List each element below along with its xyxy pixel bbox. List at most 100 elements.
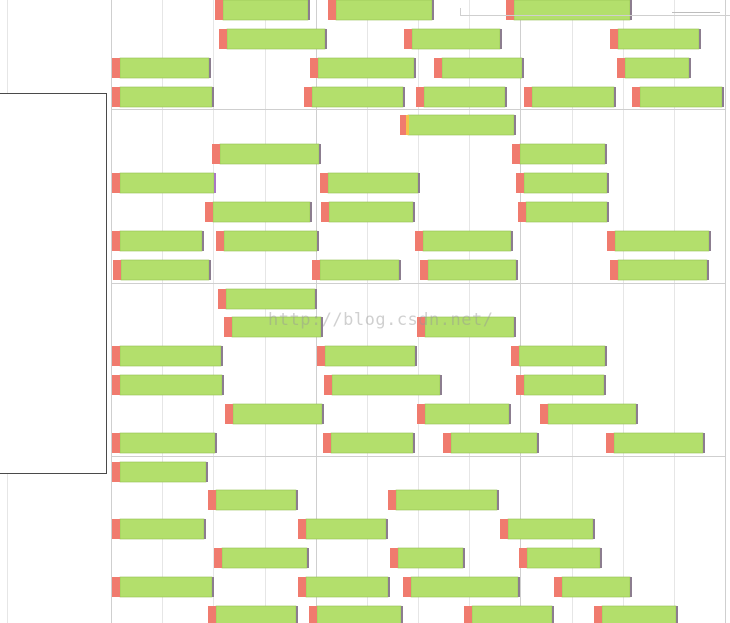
- bar: [317, 345, 417, 367]
- bar-main-segment: [335, 0, 433, 21]
- bar-end-segment: [399, 260, 401, 280]
- bar-start-segment: [113, 260, 121, 280]
- bar-main-segment: [525, 201, 608, 223]
- bar-start-segment: [594, 606, 602, 623]
- bar-end-segment: [325, 29, 327, 49]
- bar: [215, 0, 310, 21]
- bar-end-segment: [386, 519, 388, 539]
- bar-start-segment: [404, 29, 412, 49]
- bar-end-segment: [413, 433, 415, 453]
- bar-end-segment: [522, 58, 524, 78]
- bar: [632, 86, 724, 108]
- bar: [112, 518, 206, 540]
- bar-start-segment: [320, 173, 328, 193]
- bar-start-segment: [617, 58, 625, 78]
- bar: [554, 576, 632, 598]
- bar-end-segment: [388, 577, 390, 597]
- bar: [304, 86, 405, 108]
- bar-end-segment: [202, 231, 204, 251]
- bar: [212, 143, 321, 165]
- bar-end-segment: [212, 577, 214, 597]
- bar-end-segment: [322, 404, 324, 424]
- bar: [218, 288, 317, 310]
- bar-main-segment: [519, 143, 606, 165]
- bar-start-segment: [112, 577, 120, 597]
- bar-main-segment: [119, 374, 223, 396]
- bar-end-segment: [307, 548, 309, 568]
- bar-main-segment: [231, 316, 322, 338]
- bar: [214, 547, 309, 569]
- bar-end-segment: [505, 87, 507, 107]
- bar-end-segment: [516, 260, 518, 280]
- bar-start-segment: [610, 29, 618, 49]
- bar-end-segment: [212, 87, 214, 107]
- bar-start-segment: [212, 144, 220, 164]
- bar-end-segment: [214, 173, 216, 193]
- bar-start-segment: [464, 606, 472, 623]
- bar-main-segment: [330, 432, 414, 454]
- bar: [500, 518, 595, 540]
- bar: [112, 86, 214, 108]
- bar-end-segment: [514, 317, 516, 337]
- bar-start-segment: [511, 346, 519, 366]
- bar-main-segment: [547, 403, 637, 425]
- bar-start-segment: [218, 289, 226, 309]
- bar-end-segment: [296, 606, 298, 623]
- bar-main-segment: [221, 547, 308, 569]
- bar-end-segment: [497, 490, 499, 510]
- bar: [298, 576, 390, 598]
- bar-alt-segment: [406, 115, 409, 135]
- bar-end-segment: [319, 144, 321, 164]
- bar-main-segment: [119, 576, 213, 598]
- bar: [208, 489, 298, 511]
- bar-end-segment: [630, 0, 632, 20]
- bar-start-segment: [415, 231, 423, 251]
- bar-start-segment: [219, 29, 227, 49]
- bar-main-segment: [119, 432, 216, 454]
- bar-end-segment: [537, 433, 539, 453]
- bar-end-segment: [209, 58, 211, 78]
- bar-main-segment: [424, 403, 510, 425]
- bar-main-segment: [471, 605, 553, 623]
- bar-start-segment: [606, 433, 614, 453]
- bar: [415, 230, 513, 252]
- bar-start-segment: [434, 58, 442, 78]
- bar-main-segment: [223, 230, 318, 252]
- bar-main-segment: [450, 432, 538, 454]
- bar-main-segment: [427, 259, 517, 281]
- bar-start-segment: [554, 577, 562, 597]
- bar-end-segment: [707, 260, 709, 280]
- bar-main-segment: [411, 28, 501, 50]
- bar-end-segment: [204, 519, 206, 539]
- bar-start-segment: [519, 548, 527, 568]
- bar-main-segment: [317, 57, 415, 79]
- bar-main-segment: [119, 230, 203, 252]
- bar-main-segment: [617, 259, 708, 281]
- bar-end-segment: [414, 58, 416, 78]
- bar-end-segment: [415, 346, 417, 366]
- bar: [400, 114, 516, 136]
- bar-start-segment: [224, 317, 232, 337]
- bar-main-segment: [441, 57, 523, 79]
- bar-start-segment: [112, 433, 120, 453]
- bar: [403, 576, 520, 598]
- bar-start-segment: [443, 433, 451, 453]
- bar-end-segment: [403, 87, 405, 107]
- bar: [443, 432, 539, 454]
- bar: [540, 403, 638, 425]
- bar-start-segment: [390, 548, 398, 568]
- bar-main-segment: [526, 547, 601, 569]
- bar-main-segment: [324, 345, 416, 367]
- bar-end-segment: [317, 231, 319, 251]
- bar-end-segment: [209, 260, 211, 280]
- bar-start-segment: [205, 202, 213, 222]
- bar-end-segment: [511, 231, 513, 251]
- bar-start-segment: [388, 490, 396, 510]
- bar-main-segment: [601, 605, 677, 623]
- bar-start-segment: [632, 87, 640, 107]
- bar-start-segment: [312, 260, 320, 280]
- bar-end-segment: [636, 404, 638, 424]
- bar: [113, 259, 211, 281]
- bar: [328, 0, 434, 21]
